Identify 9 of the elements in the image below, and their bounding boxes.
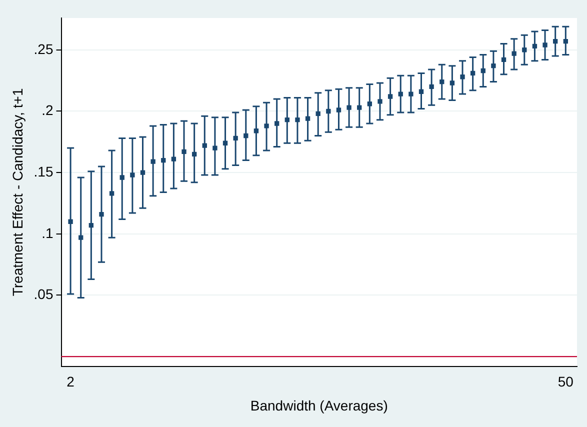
x-axis-title: Bandwidth (Averages) (250, 397, 388, 414)
y-tick-label: .25 (34, 40, 54, 57)
y-tick-label: .1 (42, 224, 54, 241)
y-tick-label: .15 (34, 163, 54, 180)
y-axis-title: Treatment Effect - Candidacy, t+1 (9, 88, 26, 296)
x-tick-label: 50 (558, 374, 574, 390)
y-tick-label: .05 (34, 286, 54, 302)
x-tick-label: 2 (66, 374, 75, 390)
y-tick-label: .2 (42, 102, 54, 118)
